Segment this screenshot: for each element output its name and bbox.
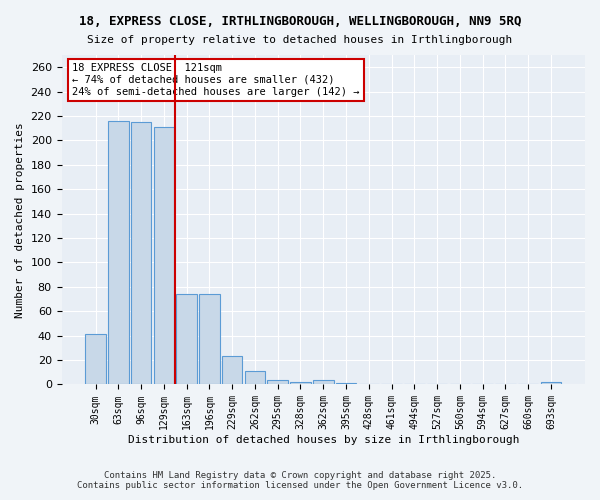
Bar bbox=[222, 356, 242, 384]
X-axis label: Distribution of detached houses by size in Irthlingborough: Distribution of detached houses by size … bbox=[128, 435, 519, 445]
Bar bbox=[245, 371, 265, 384]
Bar bbox=[541, 382, 561, 384]
Text: Contains HM Land Registry data © Crown copyright and database right 2025.
Contai: Contains HM Land Registry data © Crown c… bbox=[77, 470, 523, 490]
Bar bbox=[268, 380, 288, 384]
Bar bbox=[108, 121, 128, 384]
Bar bbox=[85, 334, 106, 384]
Y-axis label: Number of detached properties: Number of detached properties bbox=[15, 122, 25, 318]
Bar bbox=[131, 122, 151, 384]
Bar bbox=[290, 382, 311, 384]
Text: 18, EXPRESS CLOSE, IRTHLINGBOROUGH, WELLINGBOROUGH, NN9 5RQ: 18, EXPRESS CLOSE, IRTHLINGBOROUGH, WELL… bbox=[79, 15, 521, 28]
Text: 18 EXPRESS CLOSE: 121sqm
← 74% of detached houses are smaller (432)
24% of semi-: 18 EXPRESS CLOSE: 121sqm ← 74% of detach… bbox=[72, 64, 359, 96]
Bar bbox=[176, 294, 197, 384]
Bar bbox=[154, 127, 174, 384]
Text: Size of property relative to detached houses in Irthlingborough: Size of property relative to detached ho… bbox=[88, 35, 512, 45]
Bar bbox=[313, 380, 334, 384]
Bar bbox=[199, 294, 220, 384]
